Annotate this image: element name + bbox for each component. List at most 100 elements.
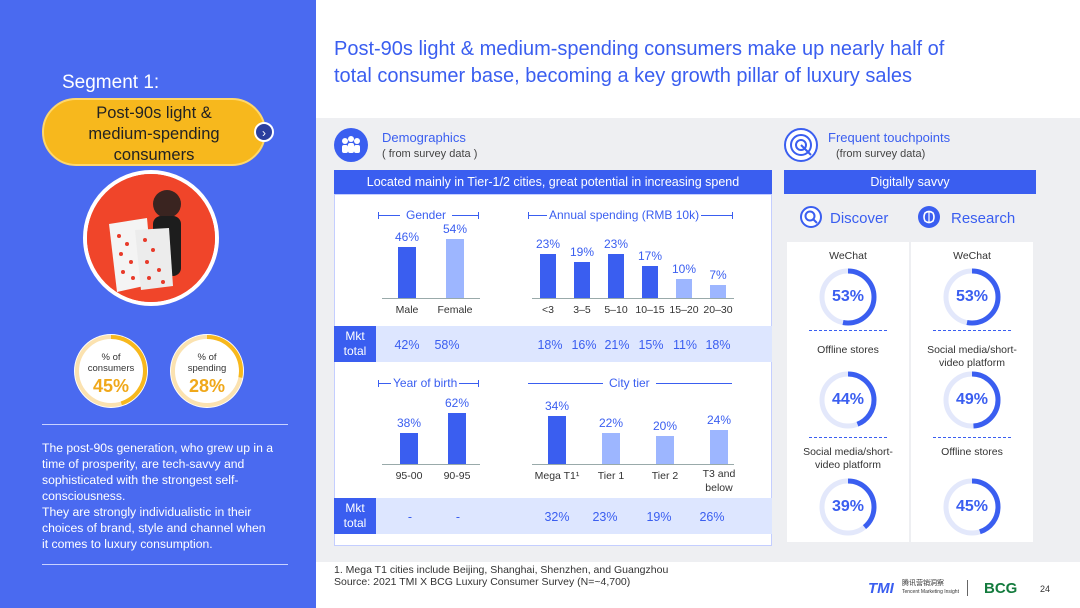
tmi-logo-text: 腾讯营销洞察 Tencent Marketing Insight <box>902 580 959 595</box>
segment-description: The post-90s generation, who grew up in … <box>42 441 274 551</box>
search-icon <box>800 206 822 228</box>
city-tier-heading: City tier <box>603 376 656 390</box>
data-label: 20% <box>652 419 678 433</box>
target-icon <box>784 128 818 162</box>
chevron-right-icon[interactable]: › <box>254 122 274 142</box>
touchpoint-value: 45% <box>955 498 989 515</box>
mkt-total-label: Mkt total <box>334 498 376 534</box>
discover-card <box>787 242 909 542</box>
mkt-total-value: 15% <box>638 338 664 352</box>
data-label: 10% <box>671 262 697 276</box>
touchpoint-ring <box>819 478 877 536</box>
data-label: 19% <box>569 244 595 259</box>
touchpoint-value: 53% <box>955 288 989 305</box>
research-label: Research <box>951 210 1016 227</box>
touchpoint-ring <box>819 268 877 326</box>
spending-share-value: 28% <box>188 376 226 396</box>
data-label: 34% <box>544 399 570 414</box>
bar <box>400 432 418 464</box>
bar <box>710 284 726 298</box>
data-label: 38% <box>396 415 422 430</box>
chart-axis <box>382 298 480 299</box>
touchpoint-ring <box>943 371 1001 429</box>
consumers-share-arc <box>75 335 147 407</box>
data-label: 22% <box>598 416 624 431</box>
bar <box>548 416 566 464</box>
mkt-total-value: 26% <box>699 510 725 524</box>
demographics-title: Demographics <box>382 130 466 145</box>
birth-year-heading: Year of birth <box>391 376 460 390</box>
chart-axis <box>382 464 480 465</box>
category-label: Male <box>395 304 419 316</box>
shopper-photo <box>83 170 219 306</box>
mkt-total-value: 11% <box>672 338 698 352</box>
touchpoint-ring-arc <box>819 371 877 429</box>
data-label: 7% <box>709 267 727 282</box>
bar <box>448 413 466 464</box>
category-label: Tier 2 <box>651 470 679 482</box>
mkt-total-value: 19% <box>646 510 672 524</box>
bar <box>398 247 416 298</box>
category-label: 5–10 <box>604 304 628 316</box>
discover-label: Discover <box>830 210 889 227</box>
touchpoints-subtitle: (from survey data) <box>836 148 926 160</box>
touchpoint-ring-arc <box>943 371 1001 429</box>
touchpoint-label: Offline stores <box>817 344 879 356</box>
category-label: 3–5 <box>573 304 591 316</box>
touchpoint-value: 49% <box>955 391 989 408</box>
touchpoints-banner: Digitally savvy <box>784 170 1036 194</box>
data-label: 62% <box>444 396 470 411</box>
mkt-total-row: Mkt total <box>334 498 772 534</box>
touchpoint-label: WeChat <box>829 250 867 262</box>
bar <box>608 254 624 298</box>
gender-heading: Gender <box>400 208 453 222</box>
mkt-total-value: 58% <box>434 338 460 352</box>
logo-divider <box>967 580 968 596</box>
segment-panel: Segment 1: Post-90s light & medium-spend… <box>0 0 316 608</box>
category-label: Mega T1¹ <box>534 470 580 482</box>
mkt-total-value: 42% <box>394 338 420 352</box>
consumers-share-value: 45% <box>92 376 130 396</box>
category-label: <3 <box>542 304 554 316</box>
touchpoint-value: 53% <box>831 288 865 305</box>
segment-label: Segment 1: <box>62 72 160 93</box>
category-label: 95-00 <box>395 470 423 482</box>
touchpoint-label: Offline stores <box>941 446 1003 458</box>
touchpoint-ring-arc <box>943 268 1001 326</box>
people-icon <box>334 128 368 162</box>
category-label: Tier 1 <box>597 470 625 482</box>
divider <box>42 424 288 425</box>
touchpoint-label: Social media/short-video platform <box>803 446 893 471</box>
touchpoints-title: Frequent touchpoints <box>828 130 951 145</box>
touchpoint-ring-arc <box>819 478 877 536</box>
spending-share-stat: % of spending 28% <box>170 334 244 408</box>
touchpoint-value: 39% <box>831 498 865 515</box>
data-label: 24% <box>706 413 732 428</box>
mkt-total-value: 18% <box>537 338 563 352</box>
mkt-total-row: Mkt total <box>334 326 772 362</box>
mkt-total-value: 21% <box>604 338 630 352</box>
touchpoint-ring <box>819 371 877 429</box>
bar <box>540 254 556 298</box>
mkt-total-value: 23% <box>592 510 618 524</box>
bar <box>446 238 464 298</box>
mkt-total-value: 32% <box>544 510 570 524</box>
category-label: Female <box>437 304 473 316</box>
bcg-logo: BCG <box>984 580 1018 597</box>
segment-pill: Post-90s light & medium-spending consume… <box>42 98 266 166</box>
spending-heading: Annual spending (RMB 10k) <box>547 208 702 222</box>
demographics-banner: Located mainly in Tier-1/2 cities, great… <box>334 170 772 194</box>
mkt-total-value: 16% <box>571 338 597 352</box>
data-label: 46% <box>394 230 420 245</box>
touchpoint-ring-arc <box>943 478 1001 536</box>
touchpoint-ring-arc <box>819 268 877 326</box>
touchpoint-label: WeChat <box>953 250 991 262</box>
chart-axis <box>532 464 734 465</box>
spending-share-arc <box>171 335 243 407</box>
demographics-subtitle: ( from survey data ) <box>382 148 478 160</box>
touchpoint-label: Social media/short-video platform <box>927 344 1017 369</box>
mkt-total-value: - <box>407 510 413 524</box>
data-label: 23% <box>535 237 561 252</box>
brain-icon <box>918 206 940 228</box>
page-number: 24 <box>1040 584 1051 594</box>
